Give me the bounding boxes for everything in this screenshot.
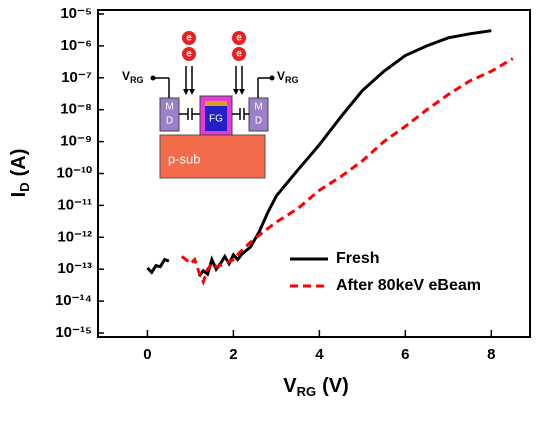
y-label-sub: D [17, 182, 32, 191]
vrg-main: V [122, 69, 130, 83]
x-tick-label: 4 [315, 346, 324, 363]
capacitors [153, 66, 272, 120]
electron-label: e [186, 33, 192, 44]
series-line [180, 57, 514, 287]
vrg-label: VRG [277, 69, 299, 85]
series-line [146, 29, 492, 278]
y-tick-label: 10⁻⁵ [60, 5, 92, 22]
md-label: M [165, 102, 173, 113]
y-tick-label: 10⁻¹⁰ [56, 164, 92, 181]
electron-label: e [236, 33, 242, 44]
x-label-sub: RG [297, 384, 317, 399]
md-label: D [255, 116, 262, 127]
legend-label: After 80keV eBeam [336, 277, 481, 294]
x-tick-label: 8 [487, 346, 495, 363]
y-tick-label: 10⁻¹² [57, 228, 92, 245]
electron-label: e [186, 49, 192, 60]
x-label-unit: (V) [322, 375, 349, 397]
y-tick-label: 10⁻¹³ [57, 260, 92, 277]
md-label: M [254, 102, 262, 113]
x-label-main: V [283, 375, 297, 397]
y-label-unit: (A) [8, 149, 30, 177]
y-tick-label: 10⁻⁹ [60, 133, 92, 150]
y-tick-label: 10⁻⁶ [60, 37, 92, 54]
fg-gate [205, 101, 227, 131]
y-label-main: I [8, 192, 30, 198]
arrowheads [150, 75, 275, 95]
inset-diagram: p-sub M D M D FG e e e e [122, 31, 299, 179]
y-tick-label: 10⁻¹⁴ [55, 292, 92, 309]
vrg-label: VRG [122, 69, 144, 85]
electrons: e e e e [182, 31, 246, 61]
y-axis-label: ID (A) [8, 149, 32, 198]
y-tick-label: 10⁻⁷ [61, 69, 92, 86]
y-tick-label: 10⁻¹⁵ [55, 324, 92, 341]
electron-label: e [236, 49, 242, 60]
md-label: D [166, 116, 173, 127]
y-tick-label: 10⁻¹¹ [57, 196, 92, 213]
fg-label: FG [209, 114, 223, 125]
substrate-label: p-sub [168, 151, 201, 166]
x-tick-label: 6 [401, 346, 409, 363]
legend-label: Fresh [336, 250, 380, 267]
vrg-main: V [277, 69, 285, 83]
y-tick-label: 10⁻⁸ [60, 101, 92, 118]
fg-top [205, 101, 227, 106]
vrg-sub: RG [130, 75, 144, 85]
x-tick-label: 0 [143, 346, 151, 363]
vrg-sub: RG [285, 75, 299, 85]
x-axis-label: VRG (V) [283, 375, 349, 399]
x-tick-label: 2 [229, 346, 237, 363]
